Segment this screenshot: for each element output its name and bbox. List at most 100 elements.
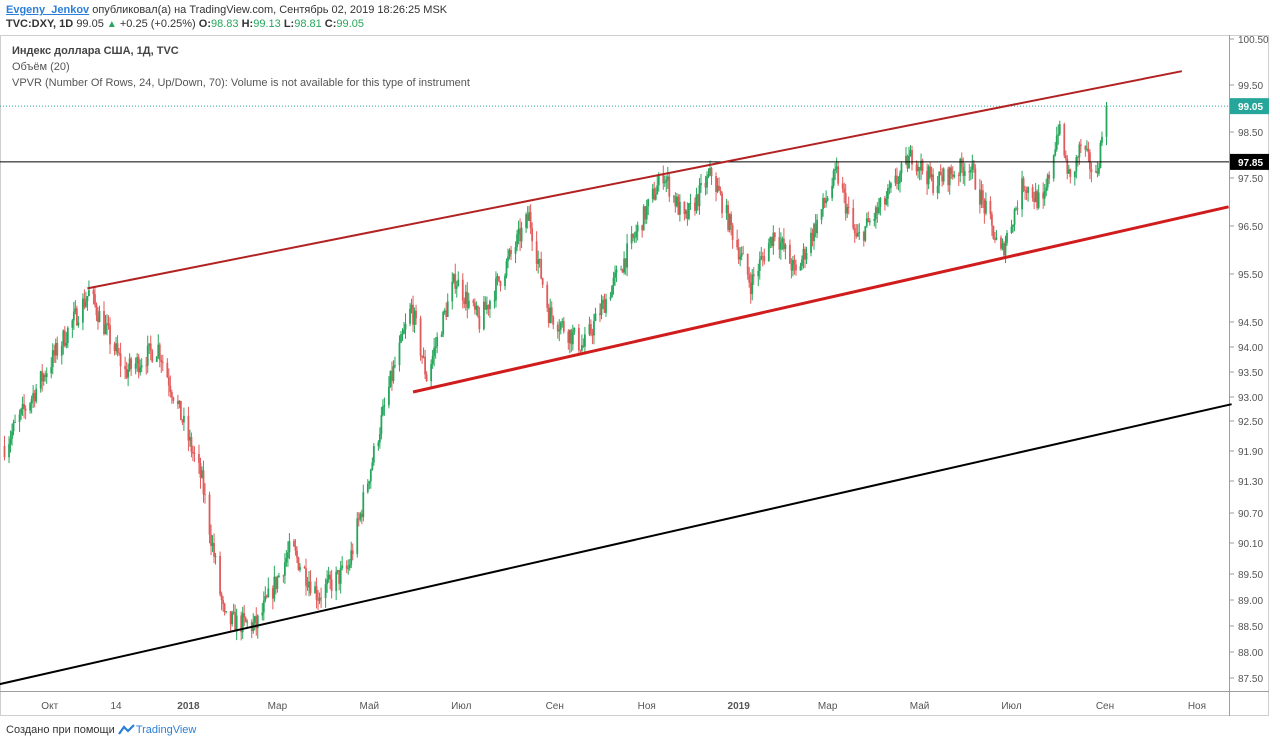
- candle-body: [345, 565, 348, 569]
- price-tick-label: 90.70: [1238, 509, 1263, 520]
- candle-body: [822, 197, 824, 210]
- candle-body: [371, 462, 374, 470]
- candle-body: [674, 196, 677, 207]
- candle-body: [30, 398, 33, 404]
- candle-body: [431, 355, 434, 365]
- candle-body: [1058, 124, 1061, 135]
- candle-body: [672, 196, 675, 198]
- candle-body: [118, 352, 120, 354]
- candle-body: [445, 310, 448, 317]
- candle-body: [917, 166, 919, 172]
- price-tags: 99.05 97.85: [1230, 98, 1269, 170]
- upper-channel-line[interactable]: [87, 70, 1183, 290]
- candle-body: [992, 225, 995, 240]
- price-tick-label: 99.50: [1238, 81, 1263, 92]
- candle-body: [214, 556, 217, 557]
- candle-body: [261, 612, 264, 616]
- candle-body: [54, 343, 57, 356]
- candle-body: [320, 597, 322, 599]
- candle-body: [327, 574, 330, 580]
- chart-frame: [0, 35, 1269, 716]
- candle-body: [388, 386, 390, 406]
- candle-body: [128, 358, 131, 370]
- candle-body: [697, 194, 699, 207]
- candle-body: [338, 570, 341, 584]
- candle-body: [547, 307, 550, 323]
- candle-body: [1085, 148, 1088, 150]
- candle-body: [883, 198, 886, 205]
- candle-body: [603, 299, 606, 313]
- legend-vpvr[interactable]: VPVR (Number Of Rows, 24, Up/Down, 70): …: [12, 77, 470, 89]
- candle-body: [98, 310, 101, 323]
- last-price-tag: [1230, 98, 1269, 115]
- long-term-support-line[interactable]: [0, 403, 1232, 686]
- candle-body: [538, 259, 541, 260]
- candle-body: [253, 616, 256, 623]
- candle-body: [781, 238, 784, 243]
- candle-body: [8, 444, 10, 458]
- candle-body: [978, 189, 981, 205]
- price-tick-label: 98.50: [1238, 128, 1263, 139]
- candle-body: [930, 174, 933, 178]
- candle-body: [148, 343, 151, 346]
- candle-body: [139, 367, 142, 373]
- candle-body: [63, 330, 66, 346]
- candle-body: [773, 232, 776, 238]
- candle-body: [433, 347, 436, 356]
- candle-body: [104, 324, 107, 335]
- candle-body: [372, 446, 375, 463]
- candle-body: [137, 357, 140, 373]
- candle-body: [223, 603, 226, 612]
- candle-body: [573, 327, 576, 333]
- candle-body: [425, 374, 428, 382]
- candle-body: [730, 214, 733, 226]
- candle-body: [276, 577, 279, 589]
- candle-body: [478, 315, 481, 330]
- candle-body: [1089, 152, 1091, 170]
- candle-body: [225, 611, 228, 612]
- candle-body: [600, 303, 603, 316]
- candle-body: [844, 192, 847, 214]
- candle-body: [847, 207, 850, 208]
- candle-body: [856, 232, 859, 237]
- candle-body: [531, 228, 534, 242]
- candle-body: [957, 175, 960, 176]
- candle-body: [510, 250, 512, 254]
- candle-body: [1064, 155, 1067, 159]
- lower-channel-line[interactable]: [412, 205, 1229, 394]
- candle-body: [244, 617, 247, 622]
- candle-body: [666, 176, 669, 180]
- time-tick-label: Окт: [41, 701, 58, 712]
- candle-body: [394, 365, 396, 367]
- candle-body: [181, 420, 184, 423]
- candle-body: [644, 206, 647, 220]
- candle-body: [636, 225, 639, 232]
- candle-body: [476, 306, 479, 316]
- candle-body: [864, 226, 867, 241]
- legend-title[interactable]: Индекс доллара США, 1Д, TVC: [12, 45, 179, 57]
- legend-volume[interactable]: Объём (20): [12, 61, 70, 73]
- candle-body: [537, 259, 540, 264]
- candle-body: [255, 616, 258, 629]
- candle-body: [1079, 144, 1082, 146]
- candle-body: [42, 374, 45, 382]
- price-tick-label: 89.00: [1238, 596, 1263, 607]
- candle-body: [936, 185, 939, 193]
- candle-body: [1006, 232, 1008, 243]
- author-link[interactable]: Evgeny_Jenkov: [6, 4, 90, 16]
- candle-body: [1101, 136, 1103, 143]
- candle-body: [303, 567, 306, 569]
- candle-body: [208, 494, 211, 535]
- candle-body: [897, 182, 900, 184]
- candle-body: [853, 228, 856, 234]
- candle-body: [1098, 167, 1100, 174]
- candle-body: [274, 576, 277, 589]
- candle-body: [309, 581, 312, 594]
- footer-brand[interactable]: TradingView: [135, 724, 197, 736]
- candle-body: [329, 574, 332, 580]
- candle-body: [264, 596, 267, 601]
- candle-body: [403, 329, 405, 334]
- candle-body: [620, 269, 622, 271]
- candle-body: [1004, 242, 1007, 256]
